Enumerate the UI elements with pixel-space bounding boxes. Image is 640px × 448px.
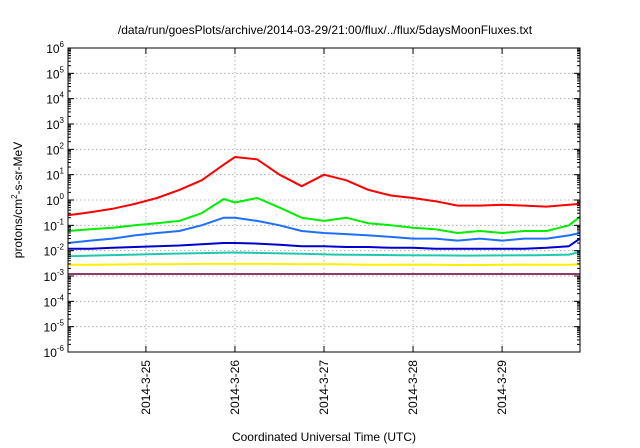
y-tick-label: 10-6 [44, 344, 65, 360]
y-tick-label-base: 10 [44, 321, 58, 335]
y-tick-label-exp: -4 [57, 293, 65, 302]
y-tick-label-exp: 2 [60, 141, 65, 150]
x-tick-label: 2014-3-26 [228, 360, 242, 415]
y-tick-label-exp: 1 [60, 167, 65, 176]
y-tick-label-base: 10 [46, 67, 60, 81]
y-tick-label-exp: -1 [57, 217, 65, 226]
y-tick-label-base: 10 [44, 219, 58, 233]
y-tick-label: 106 [46, 40, 64, 56]
y-tick-label-base: 10 [46, 118, 60, 132]
y-tick-label: 10-2 [44, 243, 65, 259]
y-tick-label-base: 10 [44, 295, 58, 309]
y-tick-label: 104 [46, 91, 64, 107]
y-tick-label: 10-5 [44, 319, 65, 335]
y-tick-label: 105 [46, 65, 64, 81]
y-tick-label-exp: -5 [57, 319, 65, 328]
series-line-4 [68, 237, 581, 250]
y-tick-label: 101 [46, 167, 64, 183]
series-line-3 [67, 216, 581, 244]
series-group [67, 156, 581, 275]
y-tick-label: 100 [46, 192, 64, 208]
y-tick-labels: 10-610-510-410-310-210-11001011021031041… [44, 40, 65, 360]
y-tick-label: 102 [46, 141, 64, 157]
y-tick-label-base: 10 [46, 42, 60, 56]
y-tick-label-base: 10 [46, 169, 60, 183]
y-tick-label-base: 10 [44, 346, 58, 360]
y-axis-label-rest: -s-sr-MeV [11, 142, 25, 195]
y-tick-label-base: 10 [46, 194, 60, 208]
y-tick-label-base: 10 [46, 143, 60, 157]
y-tick-label-exp: 3 [60, 116, 65, 125]
y-tick-label-base: 10 [44, 245, 58, 259]
y-tick-label-base: 10 [46, 93, 60, 107]
chart-title: /data/run/goesPlots/archive/2014-03-29/2… [118, 23, 533, 37]
x-tick-label: 2014-3-28 [406, 360, 420, 415]
x-tick-labels: 2014-3-25 2014-3-26 2014-3-27 2014-3-28 2014… [139, 360, 509, 415]
x-tick-label: 2014-3-29 [495, 360, 509, 415]
y-tick-label-exp: -6 [57, 344, 65, 353]
x-axis-label: Coordinated Universal Time (UTC) [232, 430, 416, 444]
x-tick-label: 2014-3-25 [139, 360, 153, 415]
y-tick-label-exp: 0 [60, 192, 65, 201]
y-tick-label-exp: 4 [60, 91, 65, 100]
series-line-6 [68, 262, 581, 267]
x-tick-label: 2014-3-27 [317, 360, 331, 415]
y-tick-label: 103 [46, 116, 64, 132]
y-axis-label-sup: 2 [10, 194, 19, 199]
y-tick-label: 10-1 [44, 217, 65, 233]
y-tick-label-base: 10 [44, 270, 58, 284]
ticks [68, 47, 580, 353]
series-line-1 [67, 156, 581, 217]
y-tick-label-exp: 5 [60, 65, 65, 74]
series-line-2 [67, 197, 581, 234]
y-tick-label: 10-4 [44, 293, 65, 309]
series-line-5 [67, 250, 581, 258]
y-axis-label-base: protons/cm [11, 199, 25, 258]
y-axis-label: protons/cm2-s-sr-MeV [10, 142, 25, 258]
y-tick-label-exp: 6 [60, 40, 65, 49]
y-tick-label: 10-3 [44, 268, 65, 284]
grid [68, 48, 580, 352]
y-tick-label-exp: -2 [57, 243, 65, 252]
y-tick-label-exp: -3 [57, 268, 65, 277]
